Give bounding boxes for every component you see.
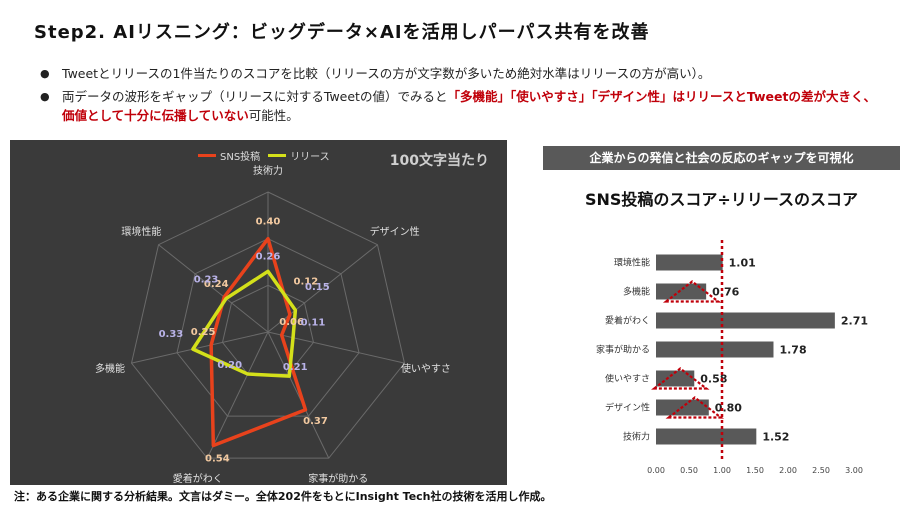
bar-chart: 環境性能 1.01 多機能 0.76 愛着がわく 2.71 家事が助かる 1.78 使いやすさ 0…: [596, 240, 868, 475]
radar-data-label: 0.25: [191, 327, 216, 338]
x-tick-label: 3.00: [845, 466, 863, 475]
bar: [656, 428, 757, 445]
radar-data-label: 0.12: [294, 277, 319, 288]
radar-spoke: [158, 244, 269, 333]
radar-data-label: 0.26: [256, 251, 281, 262]
radar-axis-label: デザイン性: [370, 225, 420, 238]
radar-data-label: 0.23: [194, 275, 219, 286]
legend-swatch-sns: [198, 154, 216, 157]
bar-value-label: 0.80: [715, 402, 742, 415]
bar: [656, 370, 695, 387]
radar-grid-ring: [130, 191, 406, 459]
bar: [656, 283, 707, 300]
bullet-2-suffix: 可能性。: [248, 108, 299, 123]
legend-swatch-release: [268, 154, 287, 157]
bullet-list: Tweetとリリースの1件当たりのスコアを比較（リリースの方が文字数が多いため絶…: [40, 64, 880, 129]
bar-value-label: 1.01: [729, 257, 756, 270]
radar-axis-label: 使いやすさ: [401, 362, 451, 375]
radar-data-label: 0.37: [303, 416, 328, 427]
radar-data-label: 0.06: [279, 317, 304, 328]
radar-spoke: [131, 331, 269, 364]
gap-highlight-triangle: [665, 396, 725, 419]
legend-label-release: リリース: [290, 152, 330, 163]
x-tick-label: 1.50: [746, 466, 764, 475]
radar-data-label: 0.24: [204, 279, 229, 290]
bar-chart-title: SNS投稿のスコア÷リリースのスコア: [584, 190, 859, 209]
gap-highlight-triangle: [651, 367, 710, 390]
radar-spoke: [267, 331, 405, 364]
bar-category-label: 環境性能: [614, 257, 650, 269]
bar-category-label: 使いやすさ: [605, 373, 650, 385]
legend-label-sns: SNS投稿: [220, 152, 261, 163]
bar-category-label: デザイン性: [605, 402, 650, 414]
bar-value-label: 0.76: [712, 286, 739, 299]
bar-category-label: 愛着がわく: [605, 315, 650, 327]
bullet-item-2: 両データの波形をギャップ（リリースに対するTweetの値）でみると「多機能」「使…: [40, 87, 880, 125]
legend-item-release: リリース: [268, 148, 330, 163]
bar-value-label: 0.58: [700, 373, 727, 386]
radar-data-label: 0.21: [283, 362, 308, 373]
x-tick-label: 2.50: [812, 466, 830, 475]
radar-axis-label: 多機能: [95, 362, 125, 375]
bar-category-label: 多機能: [623, 286, 650, 298]
legend-item-sns: SNS投稿: [198, 148, 260, 163]
bar-value-label: 2.71: [841, 315, 868, 328]
radar-spoke: [267, 244, 378, 333]
gap-highlight-triangle: [662, 280, 722, 303]
bar-category-label: 家事が助かる: [596, 344, 650, 356]
radar-legend: SNS投稿 リリース: [198, 148, 330, 163]
bullet-item-1: Tweetとリリースの1件当たりのスコアを比較（リリースの方が文字数が多いため絶…: [40, 64, 880, 83]
radar-chart: 技術力デザイン性使いやすさ家事が助かる愛着がわく多機能環境性能0.400.120…: [95, 164, 451, 485]
bar: [656, 341, 774, 358]
radar-data-label: 0.11: [301, 318, 326, 329]
radar-axis-label: 愛着がわく: [173, 472, 223, 485]
radar-data-label: 0.40: [256, 217, 281, 228]
bar-category-label: 技術力: [623, 431, 650, 443]
page-title: Step2. AIリスニング：ビッグデータ×AIを活用しパーパス共有を改善: [34, 22, 650, 43]
radar-axis-label: 環境性能: [121, 225, 161, 238]
bar: [656, 254, 723, 271]
radar-spoke: [267, 331, 330, 459]
bullet-2-prefix: 両データの波形をギャップ（リリースに対するTweetの値）でみると: [62, 89, 448, 104]
bar-value-label: 1.78: [779, 344, 806, 357]
radar-data-label: 0.15: [305, 282, 330, 293]
radar-data-label: 0.54: [205, 454, 230, 465]
x-tick-label: 0.00: [647, 466, 665, 475]
radar-axis-label: 家事が助かる: [308, 472, 368, 485]
radar-unit-label: 100文字当たり: [389, 153, 489, 169]
radar-grid-ring: [176, 238, 360, 417]
bar-value-label: 1.52: [762, 431, 789, 444]
radar-data-label: 0.33: [159, 329, 184, 340]
radar-chart-panel: SNS投稿 リリース 100文字当たり 技術力デザイン性使いやすさ家事が助かる 愛…: [10, 140, 507, 485]
x-tick-label: 1.00: [713, 466, 731, 475]
x-tick-label: 0.50: [680, 466, 698, 475]
bullet-2-highlight: 「多機能」「使いやすさ」「デザイン性」はリリースとTweetの差が大きく、価値と…: [62, 89, 876, 123]
radar-spoke: [206, 331, 269, 459]
bar: [656, 312, 835, 329]
radar-axis-label: 技術力: [253, 164, 283, 177]
x-tick-label: 2.00: [779, 466, 797, 475]
radar-series-1: [191, 269, 298, 378]
footnote: 注：ある企業に関する分析結果。文言はダミー。全体202件をもとにInsight …: [14, 490, 552, 503]
radar-data-label: 0.20: [217, 360, 242, 371]
right-header-banner: 企業からの発信と社会の反応のギャップを可視化: [543, 146, 900, 170]
